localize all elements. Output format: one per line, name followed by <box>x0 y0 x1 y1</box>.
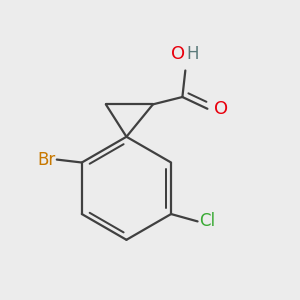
Text: O: O <box>171 45 185 63</box>
Text: O: O <box>214 100 228 118</box>
Text: H: H <box>187 45 199 63</box>
Text: Br: Br <box>37 151 55 169</box>
Text: Cl: Cl <box>199 212 215 230</box>
